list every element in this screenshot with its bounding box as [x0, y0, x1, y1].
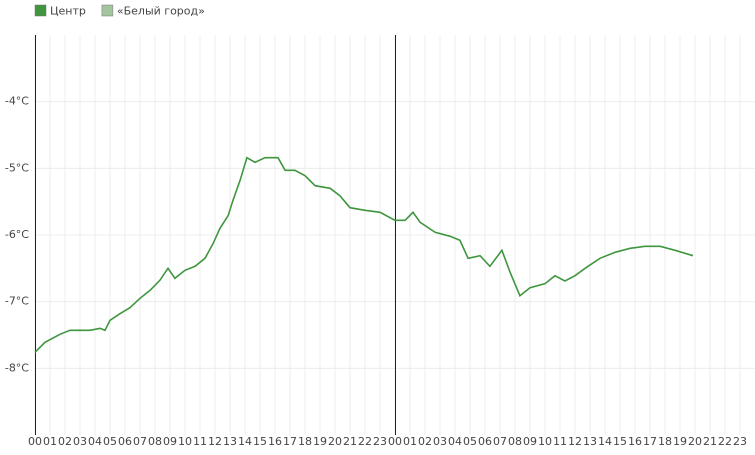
x-tick-label: 22 — [358, 435, 372, 448]
legend-label: Центр — [50, 5, 86, 18]
y-tick-label: -8°C — [5, 361, 29, 374]
x-tick-label: 18 — [298, 435, 312, 448]
y-tick-label: -6°C — [5, 228, 29, 241]
x-tick-label: 15 — [253, 435, 267, 448]
x-tick-label: 19 — [313, 435, 327, 448]
legend-swatch — [34, 4, 47, 17]
x-tick-label: 05 — [103, 435, 117, 448]
legend-swatch — [101, 4, 114, 17]
x-tick-label: 15 — [613, 435, 627, 448]
x-tick-label: 22 — [718, 435, 732, 448]
x-tick-label: 04 — [88, 435, 102, 448]
x-tick-label: 11 — [553, 435, 567, 448]
x-tick-label: 03 — [73, 435, 87, 448]
x-tick-label: 07 — [133, 435, 147, 448]
x-tick-label: 06 — [118, 435, 132, 448]
x-tick-label: 08 — [148, 435, 162, 448]
x-tick-label: 07 — [493, 435, 507, 448]
x-tick-label: 23 — [373, 435, 387, 448]
y-tick-label: -7°C — [5, 295, 29, 308]
legend-label: «Белый город» — [117, 5, 205, 18]
x-tick-label: 02 — [418, 435, 432, 448]
data-line — [34, 156, 694, 353]
x-tick-label: 16 — [268, 435, 282, 448]
x-tick-label: 12 — [568, 435, 582, 448]
x-tick-label: 09 — [163, 435, 177, 448]
x-tick-label: 20 — [688, 435, 702, 448]
x-tick-label: 16 — [628, 435, 642, 448]
x-tick-label: 01 — [403, 435, 417, 448]
x-tick-label: 13 — [223, 435, 237, 448]
y-tick-label: -5°C — [5, 161, 29, 174]
x-tick-label: 21 — [703, 435, 717, 448]
x-tick-label: 12 — [208, 435, 222, 448]
x-tick-label: 00 — [28, 435, 42, 448]
x-tick-label: 19 — [673, 435, 687, 448]
x-tick-label: 08 — [508, 435, 522, 448]
x-tick-label: 02 — [58, 435, 72, 448]
x-tick-label: 17 — [283, 435, 297, 448]
x-tick-label: 09 — [523, 435, 537, 448]
x-tick-label: 17 — [643, 435, 657, 448]
x-tick-label: 13 — [583, 435, 597, 448]
x-tick-label: 11 — [193, 435, 207, 448]
x-tick-label: 20 — [328, 435, 342, 448]
y-tick-label: -4°C — [5, 95, 29, 108]
x-tick-label: 21 — [343, 435, 357, 448]
x-tick-label: 14 — [238, 435, 252, 448]
x-tick-label: 04 — [448, 435, 462, 448]
x-tick-label: 06 — [478, 435, 492, 448]
x-tick-label: 18 — [658, 435, 672, 448]
x-tick-label: 03 — [433, 435, 447, 448]
x-tick-label: 14 — [598, 435, 612, 448]
x-tick-label: 00 — [388, 435, 402, 448]
x-tick-label: 10 — [538, 435, 552, 448]
x-tick-label: 10 — [178, 435, 192, 448]
x-tick-label: 23 — [733, 435, 747, 448]
x-tick-label: 01 — [43, 435, 57, 448]
x-tick-label: 05 — [463, 435, 477, 448]
